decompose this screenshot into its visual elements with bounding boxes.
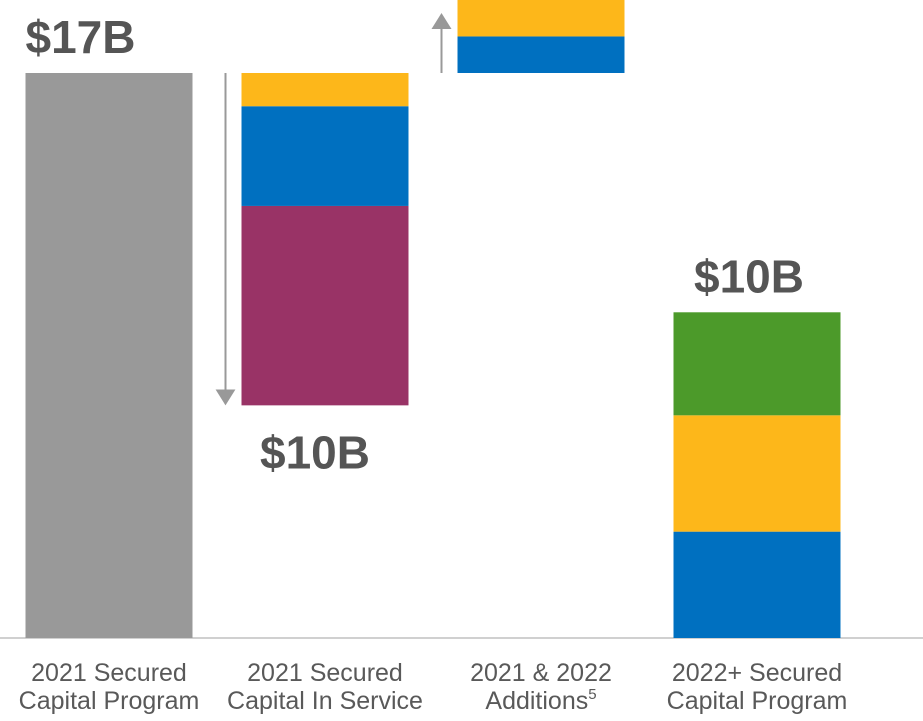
bar-segment: [241, 205, 409, 406]
bar-segment: [241, 73, 409, 107]
x-tick-label-line: 2022+ Secured: [672, 659, 842, 687]
bar-segment: [457, 0, 625, 37]
bar-segment: [673, 531, 841, 638]
x-tick-label-line: 2021 Secured: [247, 659, 403, 687]
x-tick-label: 2021 Secured Capital In Service: [227, 659, 423, 715]
x-tick-label: 2021 Secured Capital Program: [19, 659, 200, 715]
value-label: $10B: [694, 250, 804, 302]
x-tick-label-line: 2021 & 2022: [470, 659, 612, 687]
bar-segment: [241, 106, 409, 206]
bar-segment: [457, 36, 625, 73]
x-tick-label: 2021 & 2022 Additions5: [470, 659, 612, 715]
x-tick-label-line: Capital In Service: [227, 687, 423, 715]
footnote: 5: [588, 686, 596, 703]
x-tick-label-line: Additions: [485, 687, 588, 715]
x-tick-label-line: Capital Program: [19, 687, 200, 715]
x-tick-label-line: Capital Program: [667, 687, 848, 715]
bar-segment: [673, 312, 841, 416]
x-tick-label: 2022+ Secured Capital Program: [667, 659, 848, 715]
bar-segment: [25, 73, 193, 638]
bar-segment: [673, 415, 841, 532]
value-label: $10B: [260, 426, 370, 478]
x-tick-label-line: 2021 Secured: [31, 659, 187, 687]
value-label: $17B: [26, 11, 136, 63]
